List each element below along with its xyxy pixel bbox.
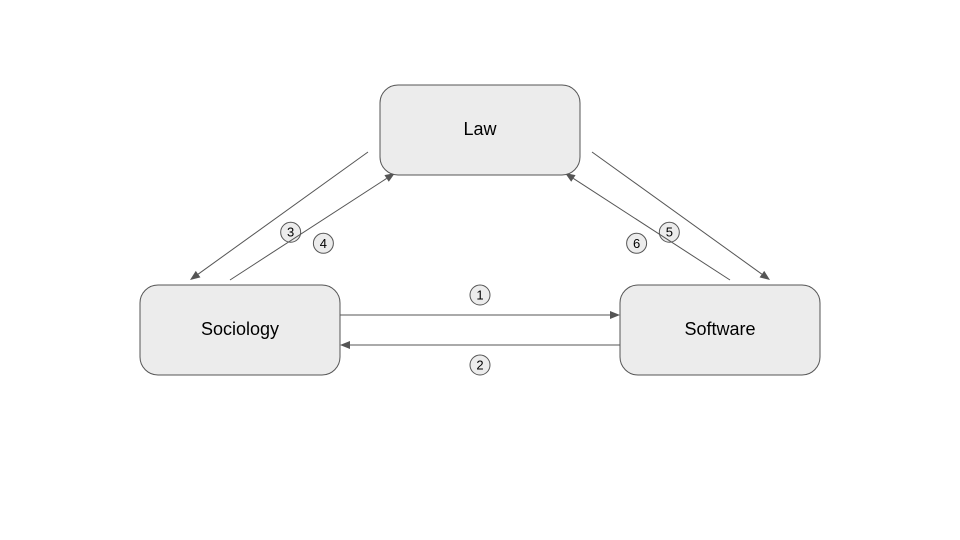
- edge-6: 6: [565, 173, 730, 280]
- arrowhead-icon: [760, 271, 770, 280]
- edge-badge-label: 4: [320, 236, 327, 251]
- edge-badge-label: 3: [287, 225, 294, 240]
- edge-badge-label: 1: [476, 288, 483, 303]
- edge-badge-label: 2: [476, 358, 483, 373]
- node-sociology: Sociology: [140, 285, 340, 375]
- arrowhead-icon: [610, 311, 620, 319]
- edge-line: [230, 178, 387, 280]
- node-software: Software: [620, 285, 820, 375]
- edge-1: 1: [340, 285, 620, 319]
- diagram-canvas: 1 2 3 4 5 6 Law Sociology Software: [0, 0, 960, 540]
- arrowhead-icon: [340, 341, 350, 349]
- edge-line: [592, 152, 762, 274]
- edge-5: 5: [592, 152, 770, 280]
- node-label: Sociology: [201, 319, 279, 339]
- edge-line: [198, 152, 368, 274]
- nodes-group: Law Sociology Software: [140, 85, 820, 375]
- node-label: Software: [684, 319, 755, 339]
- edge-badge-label: 6: [633, 236, 640, 251]
- node-law: Law: [380, 85, 580, 175]
- arrowhead-icon: [190, 271, 200, 280]
- edge-2: 2: [340, 341, 620, 375]
- edge-3: 3: [190, 152, 368, 280]
- edge-line: [573, 178, 730, 280]
- edge-4: 4: [230, 173, 395, 280]
- node-label: Law: [463, 119, 497, 139]
- edge-badge-label: 5: [666, 225, 673, 240]
